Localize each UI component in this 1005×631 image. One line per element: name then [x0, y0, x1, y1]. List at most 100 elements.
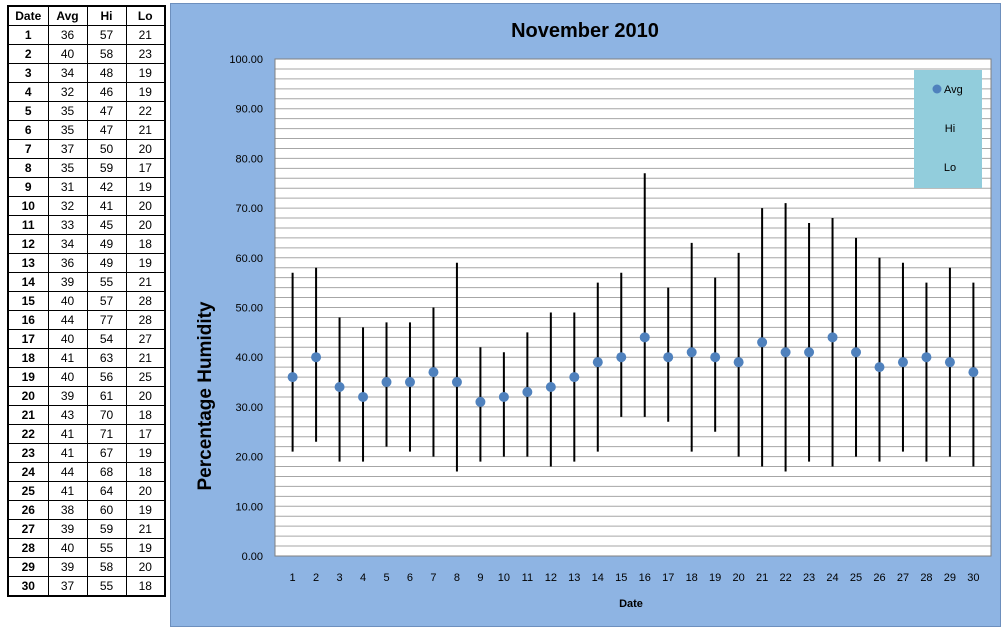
cell-hi: 59	[86, 158, 127, 178]
cell-lo: 23	[125, 44, 166, 64]
x-tick-label: 3	[336, 572, 342, 584]
cell-avg: 31	[47, 177, 88, 197]
avg-marker	[358, 391, 369, 402]
cell-date: 24	[7, 462, 49, 482]
avg-marker	[311, 352, 322, 363]
y-axis-title: Percentage Humidity	[195, 301, 216, 490]
y-tick-label: 80.00	[235, 153, 263, 165]
cell-lo: 19	[125, 443, 166, 463]
cell-date: 7	[7, 139, 49, 159]
table-row: 11 33 45 20	[7, 215, 166, 235]
cell-avg: 41	[47, 424, 88, 444]
cell-lo: 19	[125, 63, 166, 83]
cell-avg: 35	[47, 120, 88, 140]
x-tick-label: 4	[360, 572, 366, 584]
cell-date: 20	[7, 386, 49, 406]
y-tick-label: 90.00	[235, 104, 263, 116]
x-tick-label: 12	[545, 572, 557, 584]
plot-border	[274, 58, 992, 557]
cell-date: 1	[7, 25, 49, 45]
cell-lo: 22	[125, 101, 166, 121]
cell-hi: 50	[86, 139, 127, 159]
cell-hi: 46	[86, 82, 127, 102]
x-tick-label: 9	[477, 572, 483, 584]
cell-avg: 39	[47, 557, 88, 577]
y-tick-label: 0.00	[242, 551, 263, 563]
table-row: 21 43 70 18	[7, 405, 166, 425]
x-tick-label: 18	[686, 572, 698, 584]
table-row: 14 39 55 21	[7, 272, 166, 292]
cell-avg: 35	[47, 101, 88, 121]
table-row: 5 35 47 22	[7, 101, 166, 121]
legend-label-avg: Avg	[944, 84, 963, 96]
y-tick-label: 70.00	[235, 203, 263, 215]
cell-hi: 70	[86, 405, 127, 425]
x-axis-title: Date	[619, 598, 643, 610]
cell-date: 19	[7, 367, 49, 387]
avg-marker	[804, 347, 815, 358]
table-row: 30 37 55 18	[7, 576, 166, 597]
x-tick-label: 5	[383, 572, 389, 584]
cell-date: 30	[7, 576, 49, 597]
cell-avg: 40	[47, 291, 88, 311]
cell-lo: 19	[125, 538, 166, 558]
table-row: 1 36 57 21	[7, 25, 166, 45]
cell-date: 16	[7, 310, 49, 330]
cell-lo: 17	[125, 158, 166, 178]
table-row: 7 37 50 20	[7, 139, 166, 159]
avg-marker	[475, 396, 486, 407]
x-tick-label: 20	[733, 572, 745, 584]
cell-date: 18	[7, 348, 49, 368]
cell-hi: 41	[86, 196, 127, 216]
legend-box	[914, 70, 982, 188]
table-row: 20 39 61 20	[7, 386, 166, 406]
cell-avg: 39	[47, 519, 88, 539]
column-header-lo: Lo	[125, 5, 166, 26]
cell-lo: 20	[125, 196, 166, 216]
table-row: 28 40 55 19	[7, 538, 166, 558]
x-tick-label: 25	[850, 572, 862, 584]
cell-avg: 34	[47, 234, 88, 254]
cell-date: 4	[7, 82, 49, 102]
cell-lo: 21	[125, 272, 166, 292]
table-row: 4 32 46 19	[7, 82, 166, 102]
table-row: 9 31 42 19	[7, 177, 166, 197]
cell-hi: 55	[86, 538, 127, 558]
table-row: 15 40 57 28	[7, 291, 166, 311]
cell-avg: 39	[47, 272, 88, 292]
table-row: 6 35 47 21	[7, 120, 166, 140]
avg-marker	[686, 347, 697, 358]
cell-lo: 20	[125, 139, 166, 159]
cell-hi: 59	[86, 519, 127, 539]
cell-date: 22	[7, 424, 49, 444]
table-row: 24 44 68 18	[7, 462, 166, 482]
avg-marker	[733, 357, 744, 368]
cell-lo: 21	[125, 519, 166, 539]
table-row: 22 41 71 17	[7, 424, 166, 444]
x-tick-label: 29	[944, 572, 956, 584]
avg-marker	[428, 367, 439, 378]
cell-lo: 20	[125, 481, 166, 501]
cell-hi: 55	[86, 576, 127, 597]
avg-marker	[287, 372, 298, 383]
cell-hi: 67	[86, 443, 127, 463]
y-tick-label: 40.00	[235, 352, 263, 364]
cell-lo: 21	[125, 25, 166, 45]
cell-hi: 47	[86, 101, 127, 121]
humidity-data-table: Date Avg Hi Lo 1 36 57 21 2 40 58 23 3 34 48 19 4 32 4…	[7, 5, 166, 597]
table-row: 17 40 54 27	[7, 329, 166, 349]
y-axis-ticks: 0.00 10.00 20.00 30.00 40.00 50.00 60.00 70.00 8…	[229, 54, 263, 563]
x-tick-label: 13	[568, 572, 580, 584]
cell-hi: 71	[86, 424, 127, 444]
table-row: 26 38 60 19	[7, 500, 166, 520]
avg-marker	[616, 352, 627, 363]
x-tick-label: 27	[897, 572, 909, 584]
y-tick-label: 60.00	[235, 253, 263, 265]
cell-hi: 58	[86, 44, 127, 64]
cell-date: 29	[7, 557, 49, 577]
x-tick-label: 11	[522, 572, 533, 584]
cell-date: 8	[7, 158, 49, 178]
avg-marker	[944, 357, 955, 368]
cell-date: 26	[7, 500, 49, 520]
chart-title: November 2010	[511, 20, 659, 42]
